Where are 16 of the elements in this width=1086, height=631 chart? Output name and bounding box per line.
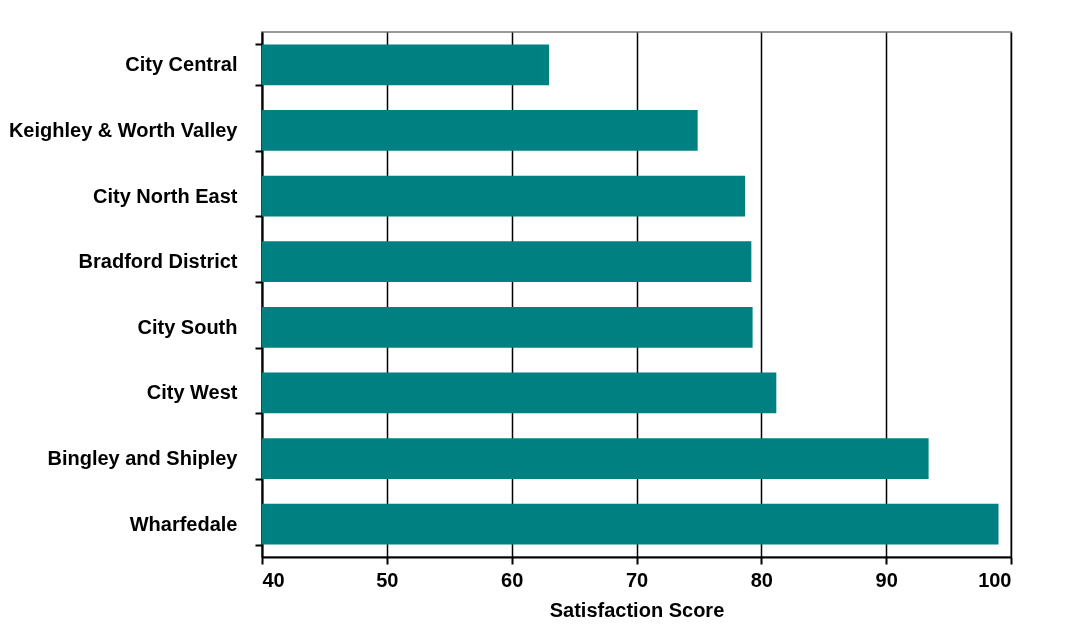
x-tick-label: 50	[376, 568, 399, 591]
x-tick-label: 90	[875, 568, 898, 591]
x-tick-label: 80	[750, 568, 773, 591]
x-tick-label: 40	[262, 568, 285, 591]
y-tick-label: Keighley & Worth Valley	[8, 118, 239, 141]
y-tick-label: City South	[137, 315, 238, 338]
y-tick-label: Bradford District	[78, 250, 238, 273]
x-tick-label: 60	[501, 568, 524, 591]
y-tick-label: City West	[146, 381, 238, 404]
y-tick-label: City Central	[125, 53, 238, 76]
x-tick-label: 100	[978, 568, 1012, 591]
y-tick-label: Bingley and Shipley	[47, 447, 239, 470]
x-tick-label: 70	[625, 568, 649, 591]
y-tick-label: City North East	[93, 184, 238, 207]
x-axis-title: Satisfaction Score	[549, 598, 725, 621]
y-tick-label: Wharfedale	[129, 512, 238, 535]
